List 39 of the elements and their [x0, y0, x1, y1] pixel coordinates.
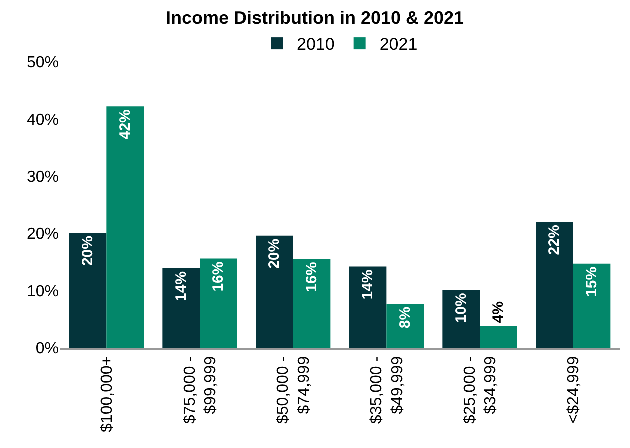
- bar: [200, 258, 238, 348]
- y-tick-label: 30%: [26, 169, 59, 186]
- bar: [293, 259, 331, 348]
- y-tick-label: 40%: [26, 112, 59, 129]
- data-label: 22%: [546, 225, 564, 256]
- chart-title: Income Distribution in 2010 & 2021: [166, 8, 464, 28]
- y-tick-label: 0%: [36, 340, 59, 358]
- bar: [162, 268, 200, 348]
- x-tick-label: $35,000 - $49,999: [368, 356, 406, 424]
- legend-label: 2010: [297, 35, 335, 54]
- data-label: 20%: [80, 236, 96, 266]
- bar: [442, 290, 480, 348]
- bar: [106, 106, 144, 348]
- data-label: 8%: [396, 306, 414, 329]
- legend-label: 2021: [380, 35, 418, 54]
- data-label: 42%: [116, 110, 134, 140]
- x-tick-label: $75,000 - $99,999: [182, 356, 220, 424]
- data-label: 16%: [304, 262, 320, 292]
- x-tick-label: <$24,999: [566, 356, 583, 424]
- bar: [386, 304, 424, 348]
- data-label: 4%: [490, 302, 508, 324]
- x-tick-label: $50,000 - $74,999: [275, 356, 313, 424]
- bar: [349, 266, 387, 348]
- bar: [69, 233, 107, 348]
- x-tick-label: $25,000 - $34,999: [462, 356, 500, 424]
- data-label: 14%: [172, 271, 190, 302]
- bar: [480, 326, 518, 348]
- bar: [256, 236, 294, 348]
- y-tick-label: 50%: [26, 54, 59, 72]
- data-label: 15%: [584, 266, 600, 297]
- x-tick-label: $100,000+: [98, 356, 116, 432]
- bar: [573, 264, 611, 348]
- data-label: 10%: [452, 293, 470, 324]
- y-tick-label: 20%: [26, 226, 59, 244]
- data-label: 16%: [210, 262, 228, 292]
- data-label: 14%: [360, 270, 376, 300]
- data-label: 20%: [266, 238, 284, 269]
- y-tick-label: 10%: [26, 283, 59, 300]
- bar: [536, 222, 574, 348]
